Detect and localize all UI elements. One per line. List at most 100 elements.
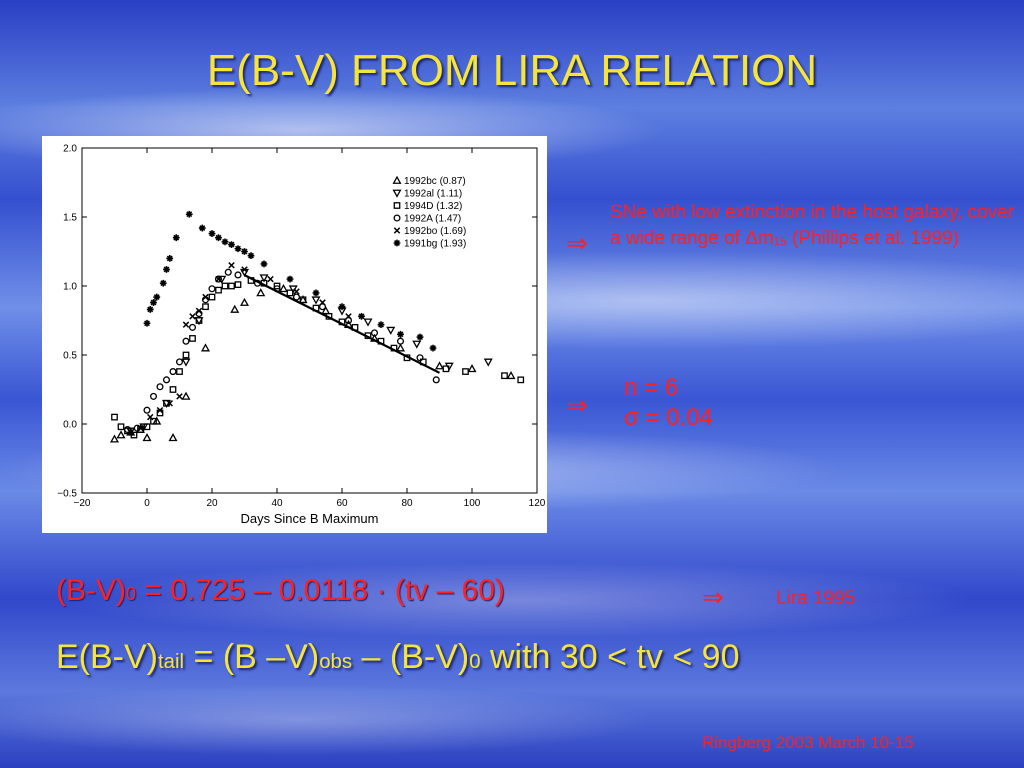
data-point: [208, 230, 216, 237]
data-point: [169, 386, 177, 393]
data-point: [501, 372, 508, 380]
note1-citation: (Phillips et al. 1999): [786, 228, 959, 249]
data-point: [181, 358, 191, 367]
data-point: [234, 281, 242, 288]
data-point: [208, 285, 216, 293]
data-point: [188, 323, 197, 331]
data-point: [241, 248, 248, 255]
x-axis-label: Days Since B Maximum: [241, 511, 379, 526]
data-point: [256, 288, 266, 297]
x-tick-label: 100: [464, 498, 481, 509]
data-point: [111, 413, 118, 421]
legend-label: 1992A (1.47): [404, 214, 461, 225]
y-tick-label: 1.0: [63, 282, 77, 293]
data-point: [175, 358, 184, 366]
data-point: [143, 423, 151, 431]
data-point: [182, 321, 190, 328]
data-point: [195, 317, 203, 324]
eq2-part-d: with 30 < tv < 90: [480, 638, 740, 676]
data-point: [189, 313, 196, 320]
data-point: [312, 289, 320, 297]
tail-extinction-equation: E(B-V)tail = (B –V)obs – (B-V)0 with 30 …: [56, 638, 739, 677]
data-point: [202, 293, 209, 301]
data-point: [247, 252, 255, 260]
data-point: [286, 275, 294, 283]
data-point: [278, 284, 289, 293]
data-point: [318, 303, 327, 311]
data-point: [208, 293, 216, 301]
data-point: [117, 423, 125, 431]
legend-label: 1992bc (0.87): [404, 176, 466, 187]
data-point: [162, 376, 171, 384]
data-point: [259, 274, 269, 283]
data-point: [386, 326, 396, 335]
implies-arrow-3: ⇒: [702, 582, 724, 612]
eq1-lhs: (B-V): [56, 574, 126, 607]
eq2-part-b: = (B –V): [184, 638, 320, 676]
data-point: [149, 392, 158, 400]
legend-marker: [392, 189, 402, 198]
data-point: [142, 433, 152, 442]
y-tick-label: 2.0: [63, 144, 77, 155]
data-point: [176, 368, 183, 375]
data-point: [221, 238, 229, 246]
legend-marker: [392, 175, 402, 184]
data-point: [116, 430, 126, 439]
y-tick-label: 0.0: [63, 420, 77, 431]
eq1-rhs: = 0.725 – 0.0118 · (tv – 60): [136, 574, 505, 607]
data-point: [109, 434, 120, 443]
extinction-note: SNe with low extinction in the host gala…: [610, 200, 1020, 255]
data-point: [434, 361, 445, 370]
legend-marker: [393, 202, 401, 209]
note1-text: SNe with low extinction in the host gala…: [610, 202, 1015, 249]
data-point: [181, 391, 191, 400]
data-point: [195, 307, 203, 315]
eq2-sub-tail: tail: [158, 651, 185, 673]
lira-citation: Lira 1995: [776, 588, 856, 609]
data-point: [217, 275, 227, 284]
x-tick-label: 80: [401, 498, 413, 509]
data-point: [150, 417, 157, 425]
series-4: [127, 262, 352, 436]
data-point: [143, 406, 151, 414]
data-point: [241, 266, 248, 273]
sigma-stat: σ = 0.04: [624, 404, 713, 431]
implies-arrow-2: ⇒: [566, 390, 588, 420]
note1-subscript: 15: [773, 235, 787, 249]
data-point: [189, 335, 196, 342]
slide-title: E(B-V) FROM LIRA RELATION: [206, 46, 818, 95]
n-stat: n = 6: [624, 374, 679, 401]
data-point: [432, 376, 440, 384]
data-point: [462, 368, 469, 375]
data-point: [267, 275, 274, 283]
x-tick-label: 0: [144, 498, 150, 509]
data-point: [123, 425, 132, 434]
data-point: [156, 406, 164, 414]
data-point: [286, 289, 294, 297]
data-point: [239, 297, 250, 306]
data-point: [159, 279, 167, 287]
data-point: [169, 368, 177, 376]
legend-label: 1994D (1.32): [404, 201, 462, 212]
eq2-sub-zero: 0: [469, 651, 481, 673]
data-point: [215, 234, 222, 242]
chart-axes: −20 0 20 40 60 80 100 120 −0.5 0.0 0.5 1.0 1.5 2.0 Day…: [57, 144, 546, 527]
data-point: [483, 358, 493, 367]
x-tick-label: 60: [336, 498, 348, 509]
fit-stats: n = 6 σ = 0.04: [624, 373, 713, 433]
data-point: [506, 370, 516, 380]
series-1: [126, 268, 493, 436]
data-point: [344, 316, 353, 325]
data-point: [166, 400, 174, 407]
data-point: [230, 304, 240, 313]
data-point: [166, 255, 174, 262]
chart-legend: 1992bc (0.87) 1992al (1.11)1994D (1.32) 19…: [392, 175, 466, 250]
data-point: [224, 268, 232, 276]
eq2-part-c: – (B-V): [352, 638, 470, 676]
data-point: [143, 319, 151, 327]
data-point: [163, 266, 170, 273]
legend-label: 1992al (1.11): [404, 189, 462, 200]
eq2-part-a: E(B-V): [56, 638, 158, 676]
data-point: [412, 340, 422, 349]
data-point: [429, 344, 437, 352]
